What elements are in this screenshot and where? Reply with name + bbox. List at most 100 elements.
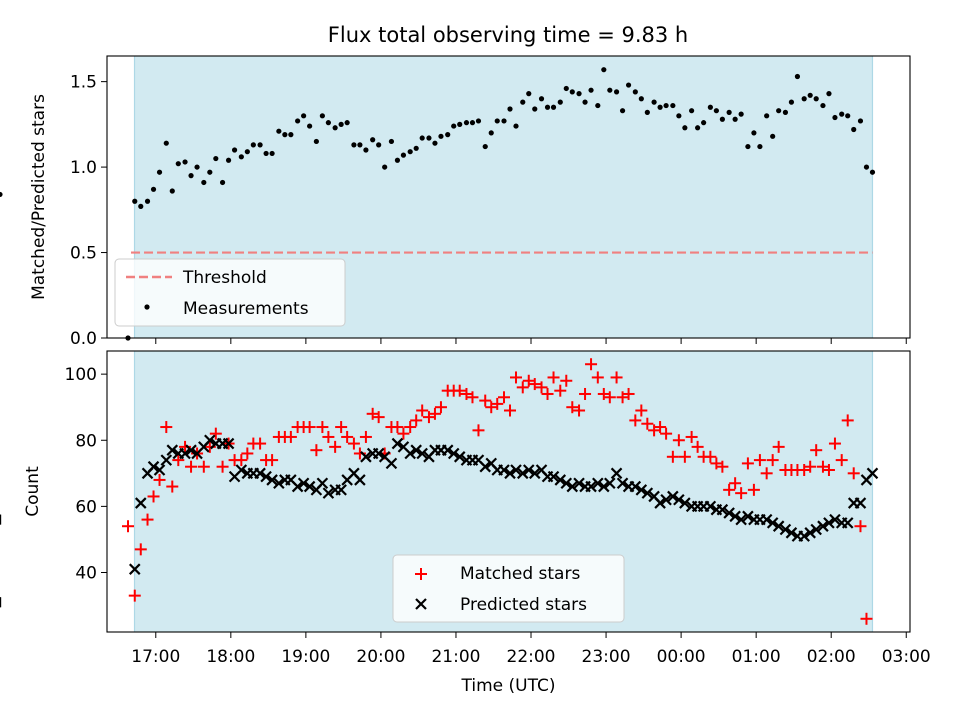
matched-star-point — [597, 387, 610, 400]
predicted-star-point — [128, 563, 141, 575]
x-tick-label: 17:00 — [131, 647, 180, 667]
predicted-star-point — [641, 487, 654, 499]
predicted-marker-b — [316, 477, 329, 490]
predicted-star-point — [679, 497, 691, 509]
x-tick-label: 00:00 — [657, 647, 706, 667]
matched-star-point — [704, 450, 717, 463]
x-tick-label: 19:00 — [281, 647, 330, 667]
measurement-point — [432, 140, 438, 146]
measurement-point — [463, 120, 470, 126]
predicted-star-point — [766, 517, 779, 529]
x-tick-label: 22:00 — [507, 647, 556, 667]
matched-star-point — [329, 440, 342, 453]
matched-star-point — [672, 434, 685, 447]
measurement-point — [794, 73, 801, 80]
matched-star-point — [772, 440, 785, 453]
measurement-point — [257, 142, 263, 148]
predicted-marker-b — [804, 527, 816, 539]
predicted-marker-b — [716, 503, 729, 516]
matched-star-point — [591, 371, 604, 384]
matched-star-point — [254, 437, 267, 450]
matched-star-point — [341, 430, 354, 443]
predicted-marker-b — [391, 437, 404, 450]
predicted-marker-b — [679, 497, 691, 509]
predicted-star-point — [160, 454, 173, 466]
measurement-point — [813, 96, 819, 102]
predicted-marker-b — [798, 530, 810, 542]
legend-box — [114, 258, 346, 327]
y-tick-label: 1.0 — [70, 158, 97, 178]
measurement-point — [851, 126, 857, 133]
predicted-star-point — [573, 477, 585, 490]
matched-star-point — [516, 381, 529, 394]
measurement-point — [382, 164, 388, 170]
predicted-star-point — [260, 470, 272, 483]
measurement-point — [595, 102, 601, 109]
matched-star-point — [716, 460, 729, 473]
predicted-marker-b — [766, 517, 779, 529]
measurement-point — [607, 87, 613, 93]
predicted-marker-b — [673, 493, 685, 506]
predicted-marker-b — [823, 517, 835, 529]
measurement-point — [663, 102, 669, 109]
measurement-point — [319, 113, 325, 119]
measurement-point — [820, 102, 826, 109]
predicted-marker-b — [378, 451, 391, 463]
measurement-point — [201, 179, 207, 186]
x-tick-label: 18:00 — [206, 647, 255, 667]
measurement-point — [782, 109, 789, 115]
predicted-marker-b — [166, 444, 179, 456]
x-tick-label: 03:00 — [882, 647, 931, 667]
matched-star-point — [422, 411, 435, 424]
predicted-marker-b — [641, 487, 654, 499]
measurement-point — [332, 125, 338, 131]
matched-star-point — [122, 520, 135, 533]
matched-star-point — [753, 454, 766, 467]
matched-star-point — [566, 401, 579, 414]
measurement-point — [338, 121, 344, 127]
legend-box — [392, 554, 625, 623]
matched-star-point — [466, 391, 479, 404]
predicted-star-point — [404, 447, 416, 460]
measurement-point — [194, 164, 200, 170]
matched-star-point — [660, 427, 673, 440]
measurement-point — [238, 154, 244, 160]
matched-star-point — [854, 520, 867, 533]
matched-star-point — [510, 371, 523, 384]
measurement-point — [526, 91, 532, 97]
predicted-star-point — [716, 503, 729, 516]
predicted-star-point — [610, 467, 623, 480]
predicted-star-point — [866, 467, 879, 480]
predicted-marker-b — [322, 487, 335, 499]
measurement-point — [138, 203, 144, 209]
matched-star-point — [166, 480, 179, 493]
predicted-marker-b — [729, 510, 741, 523]
measurement-point — [156, 169, 163, 175]
measurement-point — [419, 135, 425, 141]
matched-star-point — [316, 421, 329, 434]
measurement-point — [282, 132, 288, 138]
matched-star-point — [372, 411, 385, 424]
predicted-marker-b — [772, 520, 785, 532]
predicted-marker-b — [810, 523, 822, 536]
measurement-point — [670, 102, 676, 109]
predicted-star-point — [316, 477, 329, 490]
matched-star-point — [322, 430, 335, 443]
measurement-point — [313, 138, 319, 145]
predicted-marker-b — [616, 477, 629, 490]
predicted-marker-b — [592, 477, 604, 490]
measurement-point — [269, 150, 275, 157]
measurement-point — [344, 120, 350, 126]
measurement-point — [544, 104, 551, 110]
predicted-star-point — [735, 513, 747, 526]
predicted-marker-b — [416, 447, 428, 460]
x-axis-label: Time (UTC) — [461, 676, 556, 696]
predicted-star-point — [498, 464, 510, 476]
predicted-marker-b — [404, 447, 416, 460]
measurement-point — [351, 142, 357, 148]
predicted-marker-b — [735, 513, 747, 526]
measurement-point — [363, 147, 369, 153]
matched-star-point — [828, 437, 841, 450]
measurement-point — [225, 157, 232, 163]
